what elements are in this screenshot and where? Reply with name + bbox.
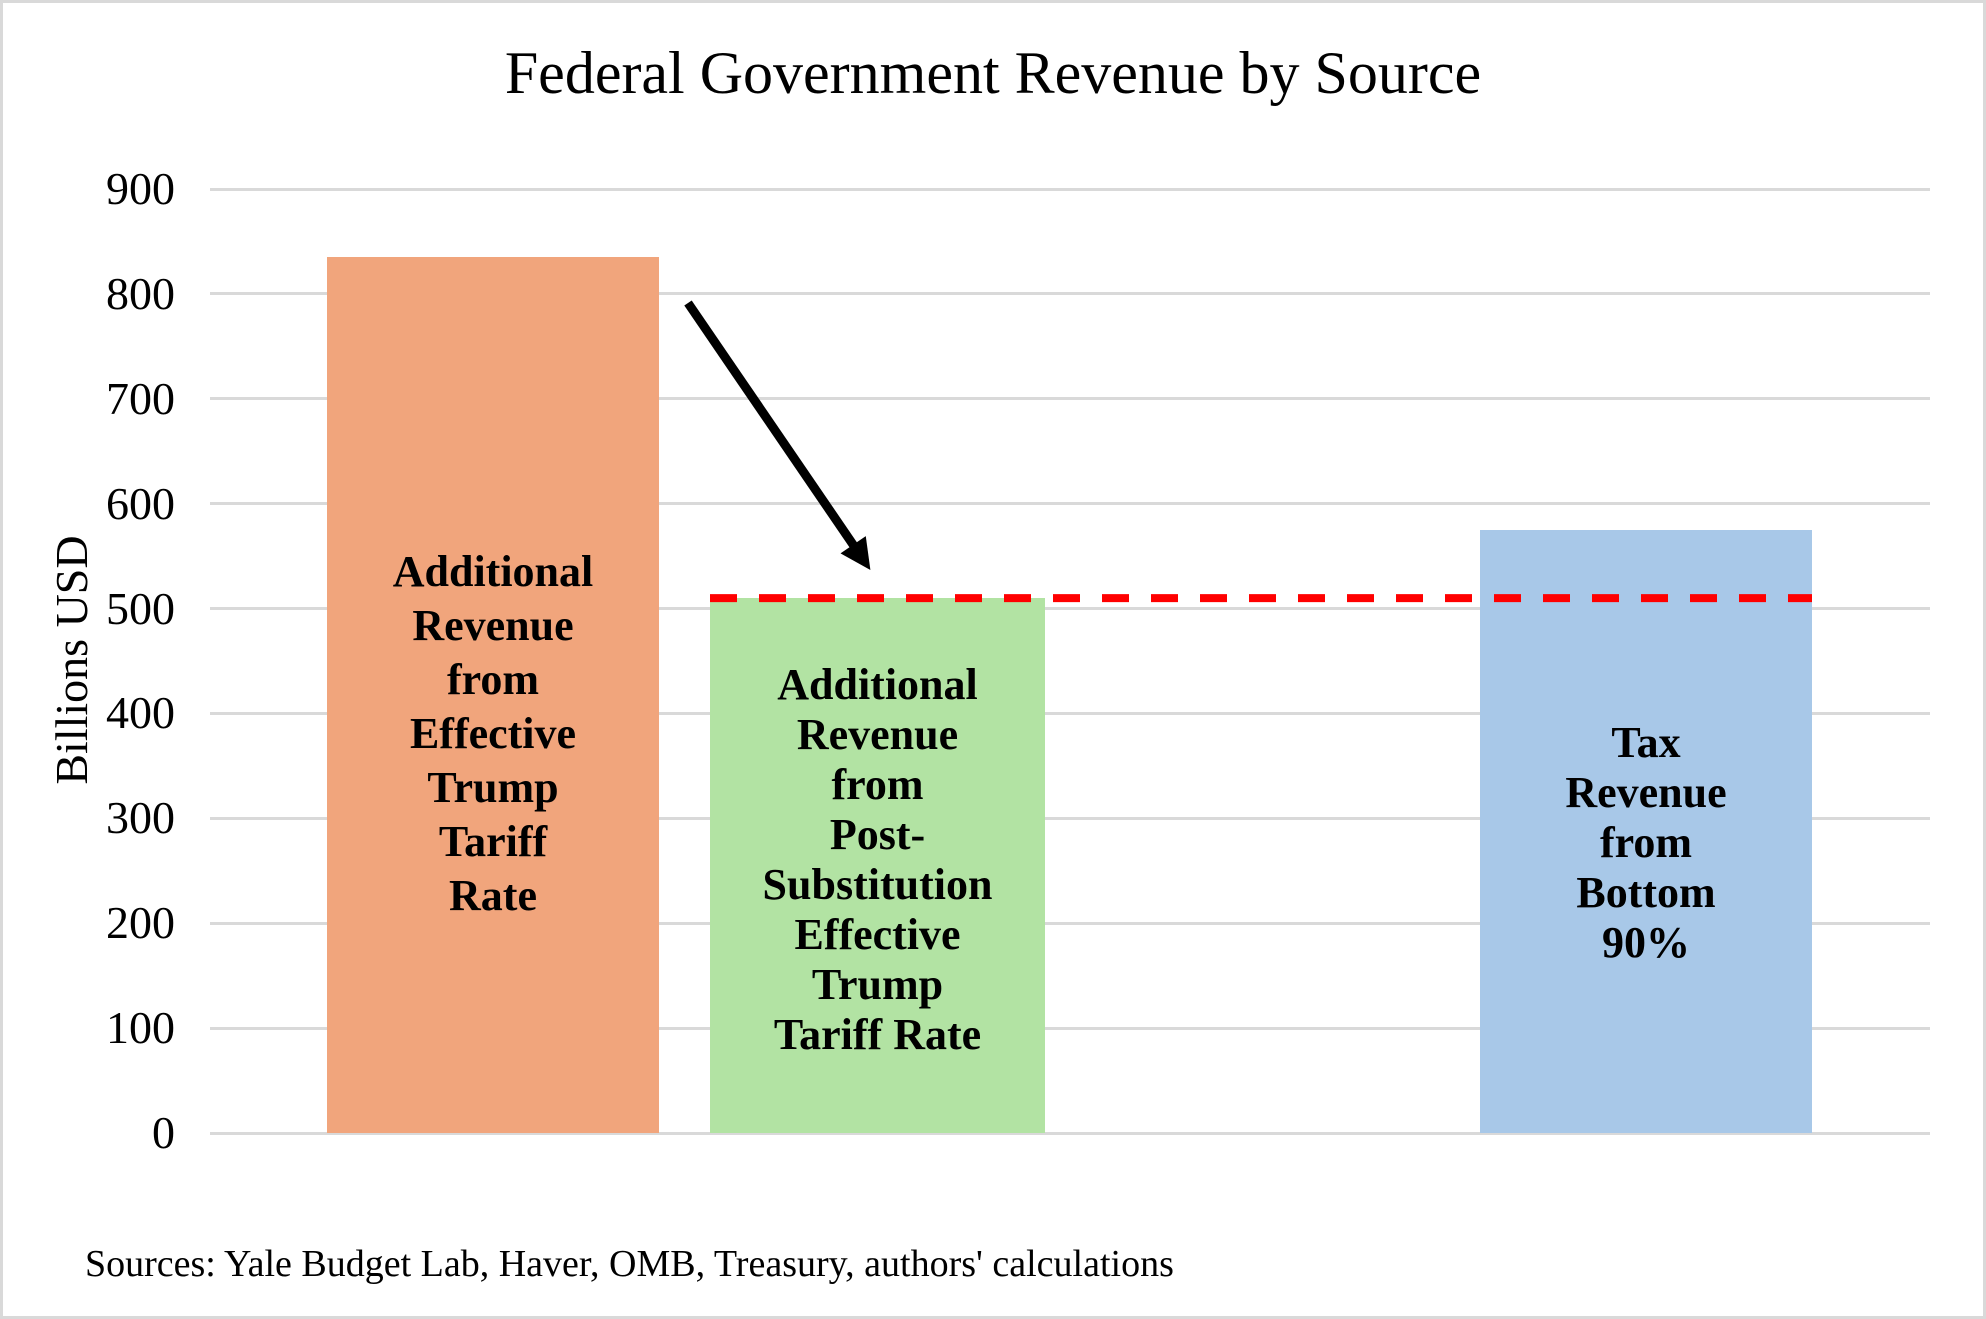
- bar-additional-revenue-effective-tariff: [327, 257, 659, 1133]
- gridline-0: [210, 1131, 1930, 1135]
- y-tick-label-600: 600: [106, 477, 175, 529]
- gridline-400: [210, 711, 1930, 715]
- gridline-600: [210, 502, 1930, 506]
- gridline-500: [210, 607, 1930, 611]
- y-tick-label-800: 800: [106, 267, 175, 319]
- bar-label-additional-revenue-effective-tariff: Additional Revenue from Effective Trump …: [392, 547, 594, 920]
- gridline-300: [210, 816, 1930, 820]
- y-tick-label-400: 400: [106, 687, 175, 739]
- bar-tax-revenue-bottom-90: [1480, 529, 1812, 1133]
- chart-title: Federal Government Revenue by Source: [504, 40, 1482, 106]
- gridline-100: [210, 1026, 1930, 1030]
- y-tick-label-300: 300: [106, 792, 175, 844]
- y-axis-title: Billions USD: [46, 535, 97, 785]
- gridline-700: [210, 397, 1930, 401]
- y-tick-label-500: 500: [106, 582, 175, 634]
- gridline-800: [210, 292, 1930, 296]
- gridline-200: [210, 921, 1930, 925]
- source-note: Sources: Yale Budget Lab, Haver, OMB, Tr…: [85, 1243, 1174, 1285]
- bar-additional-revenue-post-substitution: [710, 598, 1045, 1133]
- y-tick-label-100: 100: [106, 1002, 175, 1054]
- bar-label-tax-revenue-bottom-90: Tax Revenue from Bottom 90%: [1565, 718, 1727, 967]
- y-tick-label-0: 0: [152, 1107, 175, 1158]
- y-tick-label-200: 200: [106, 897, 175, 949]
- gridline-900: [210, 187, 1930, 191]
- y-tick-label-700: 700: [106, 372, 175, 424]
- bar-label-additional-revenue-post-substitution: Additional Revenue from Post- Substituti…: [762, 660, 993, 1059]
- y-tick-label-900: 900: [106, 163, 175, 214]
